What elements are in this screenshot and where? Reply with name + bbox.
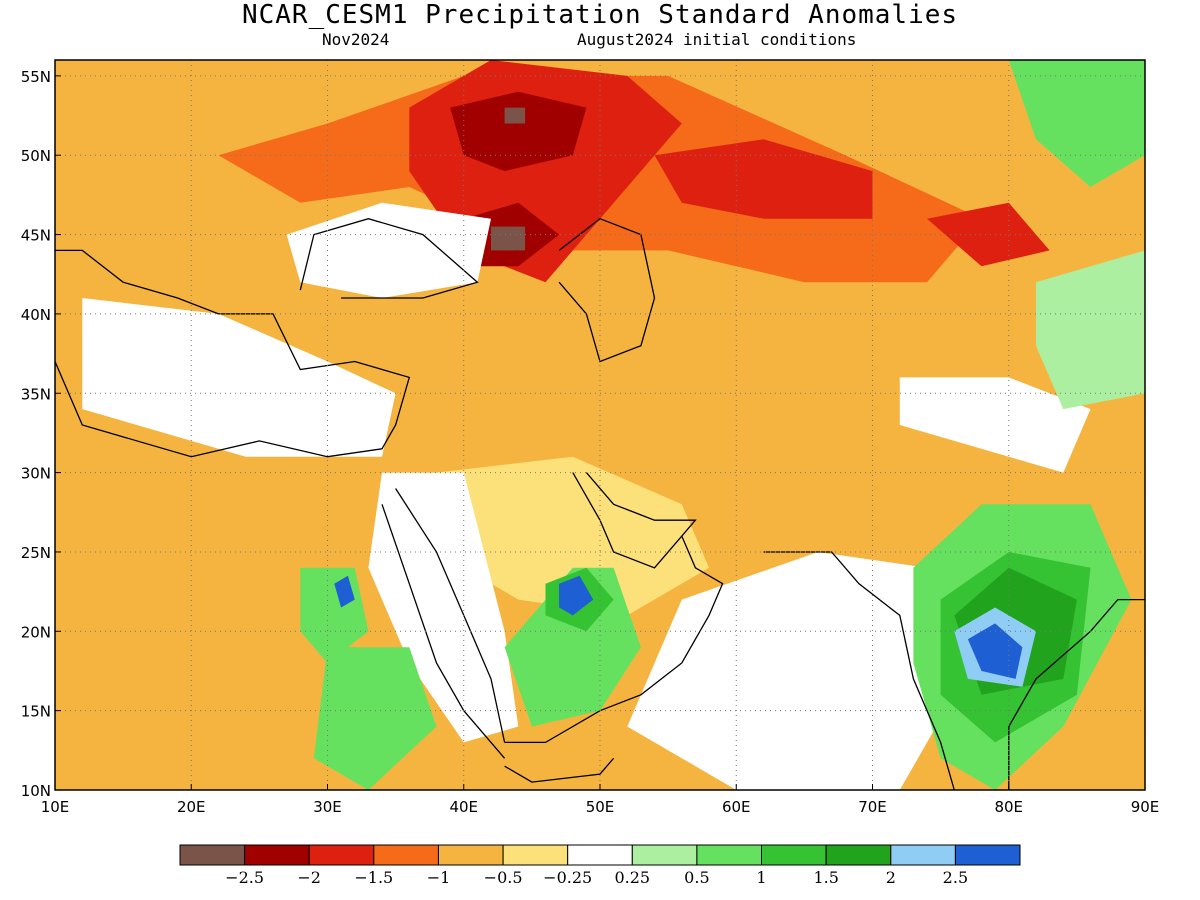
colorbar-swatch — [438, 844, 504, 866]
anomaly-region-north-africa-dry — [55, 440, 410, 759]
colorbar-swatch — [308, 844, 375, 866]
anomaly-region-kazakhstan-strong-dry — [654, 139, 873, 219]
lon-tick-label: 50E — [586, 798, 615, 816]
colorbar-swatch — [761, 844, 827, 866]
india-west-coast — [763, 551, 955, 790]
caspian-sea-coast — [558, 217, 656, 363]
colorbar-swatch — [502, 844, 569, 866]
colorbar-label: 2.5 — [943, 868, 968, 887]
lon-tick-label: 20E — [177, 798, 206, 816]
anomaly-region-ethiopia-wet — [313, 647, 437, 790]
colorbar-swatch — [631, 844, 698, 866]
horn-of-africa-coast — [504, 757, 615, 783]
anomaly-region-tibet-wet — [1036, 250, 1145, 410]
lon-tick-label: 40E — [449, 798, 478, 816]
colorbar-swatch — [890, 844, 956, 866]
anomaly-region-russia-very-dry-core — [450, 91, 587, 172]
india-east-coast — [1008, 598, 1145, 790]
colorbar-swatch — [244, 844, 310, 866]
lon-tick-label: 80E — [994, 798, 1023, 816]
lat-tick-label: 40N — [21, 306, 51, 324]
colorbar-label: 1.5 — [813, 868, 838, 887]
colorbar-swatch — [696, 844, 763, 866]
colorbar-swatch — [825, 844, 892, 866]
persian-gulf-coast — [572, 472, 697, 569]
colorbar-swatch — [567, 844, 633, 866]
colorbar-label: 0.5 — [684, 868, 709, 887]
colorbar-label: 0.25 — [614, 868, 650, 887]
colorbar-label: 1 — [756, 868, 766, 887]
lat-tick-label: 35N — [21, 385, 51, 403]
anomaly-region-himalaya-neutral — [899, 377, 1091, 473]
colorbar-label: −0.25 — [543, 868, 592, 887]
lon-tick-label: 90E — [1131, 798, 1160, 816]
anomaly-region-east-africa-neutral — [368, 472, 519, 743]
anomaly-region-extreme-dry-spot-south — [491, 226, 526, 251]
anomaly-region-central-asia-strong-dry — [927, 202, 1050, 267]
colorbar: −2.5 −2 −1.5 −1 −0.5 −0.25 0.25 0.5 1 1.5 2 2.5 — [179, 844, 1021, 887]
red-sea-west-coast — [381, 504, 506, 759]
colorbar-swatch — [373, 844, 439, 866]
anomaly-region-arabia-extreme-wet — [559, 575, 594, 616]
anomaly-region-extreme-dry-spot-north — [504, 107, 526, 124]
anomaly-region-mediterranean-neutral — [82, 298, 396, 457]
lat-tick-label: 45N — [21, 227, 51, 245]
colorbar-swatch — [179, 844, 246, 866]
anomaly-region-black-sea-neutral — [286, 202, 491, 298]
colorbar-label: 2 — [886, 868, 896, 887]
colorbar-label: −2 — [297, 868, 321, 887]
colorbar-label: −1 — [427, 868, 451, 887]
lon-tick-label: 10E — [41, 798, 70, 816]
lat-tick-label: 30N — [21, 465, 51, 483]
lat-tick-label: 50N — [21, 147, 51, 165]
lon-tick-label: 60E — [722, 798, 751, 816]
anomaly-region-arabia-dry — [436, 456, 709, 616]
lat-tick-label: 15N — [21, 703, 51, 721]
colorbar-label: −1.5 — [354, 868, 393, 887]
lon-tick-label: 30E — [313, 798, 342, 816]
initial-conditions-label: August2024 initial conditions — [577, 30, 857, 49]
anomaly-region-sudan-extreme-wet — [334, 575, 355, 608]
forecast-month: Nov2024 — [322, 30, 390, 49]
mediterranean-coast — [55, 249, 411, 458]
lat-tick-label: 25N — [21, 544, 51, 562]
lat-tick-label: 20N — [21, 623, 51, 641]
lon-tick-label: 70E — [858, 798, 887, 816]
axis-ticks: 10E 20E 30E 40E 50E 60E 70E 80E 90E 10N 15N 20N 25N 3… — [21, 68, 1160, 816]
colorbar-label: −0.5 — [484, 868, 523, 887]
colorbar-label: −2.5 — [225, 868, 264, 887]
gridlines — [55, 60, 1145, 790]
lat-tick-label: 10N — [21, 782, 51, 800]
black-sea-coast — [299, 218, 479, 299]
chart-title: NCAR_CESM1 Precipitation Standard Anomal… — [241, 0, 959, 30]
colorbar-swatch — [954, 844, 1021, 866]
arabia-south-coast — [504, 535, 724, 744]
lat-tick-label: 55N — [21, 68, 51, 86]
